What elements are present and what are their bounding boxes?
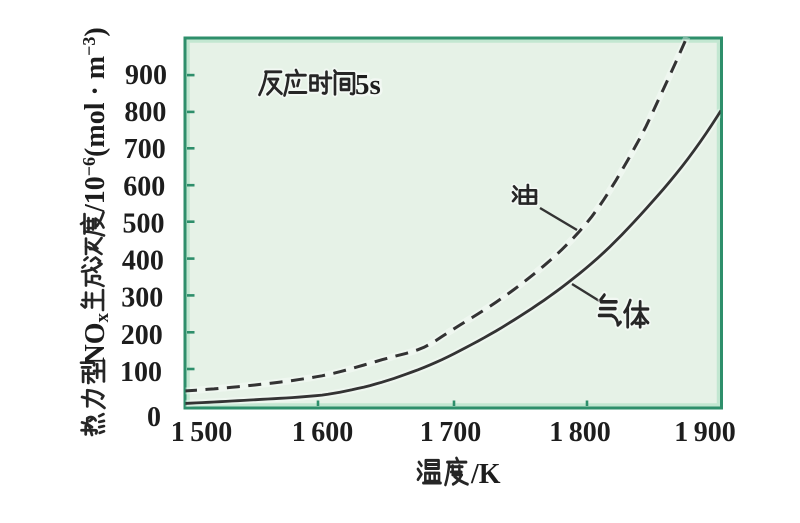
svg-text:1 800: 1 800 <box>549 417 611 448</box>
svg-text:1 900: 1 900 <box>674 417 736 448</box>
svg-text:300: 300 <box>121 283 163 314</box>
svg-text:900: 900 <box>125 60 167 91</box>
svg-text:700: 700 <box>124 134 166 165</box>
svg-text:1 700: 1 700 <box>420 417 482 448</box>
svg-text:5s: 5s <box>355 69 381 101</box>
svg-text:5s: 5s <box>355 69 381 101</box>
svg-text:/10−6(mol · m−3): /10−6(mol · m−3) <box>79 27 111 213</box>
svg-text:600: 600 <box>123 171 165 202</box>
svg-text:/K: /K <box>470 459 501 490</box>
svg-text:0: 0 <box>147 402 161 433</box>
svg-text:1 600: 1 600 <box>292 417 354 448</box>
svg-text:100: 100 <box>120 357 162 388</box>
svg-text:800: 800 <box>124 97 166 128</box>
svg-text:NOx: NOx <box>80 313 113 365</box>
svg-text:400: 400 <box>122 246 164 277</box>
svg-text:1 500: 1 500 <box>171 417 233 448</box>
svg-text:500: 500 <box>123 208 165 239</box>
svg-text:200: 200 <box>121 320 163 351</box>
